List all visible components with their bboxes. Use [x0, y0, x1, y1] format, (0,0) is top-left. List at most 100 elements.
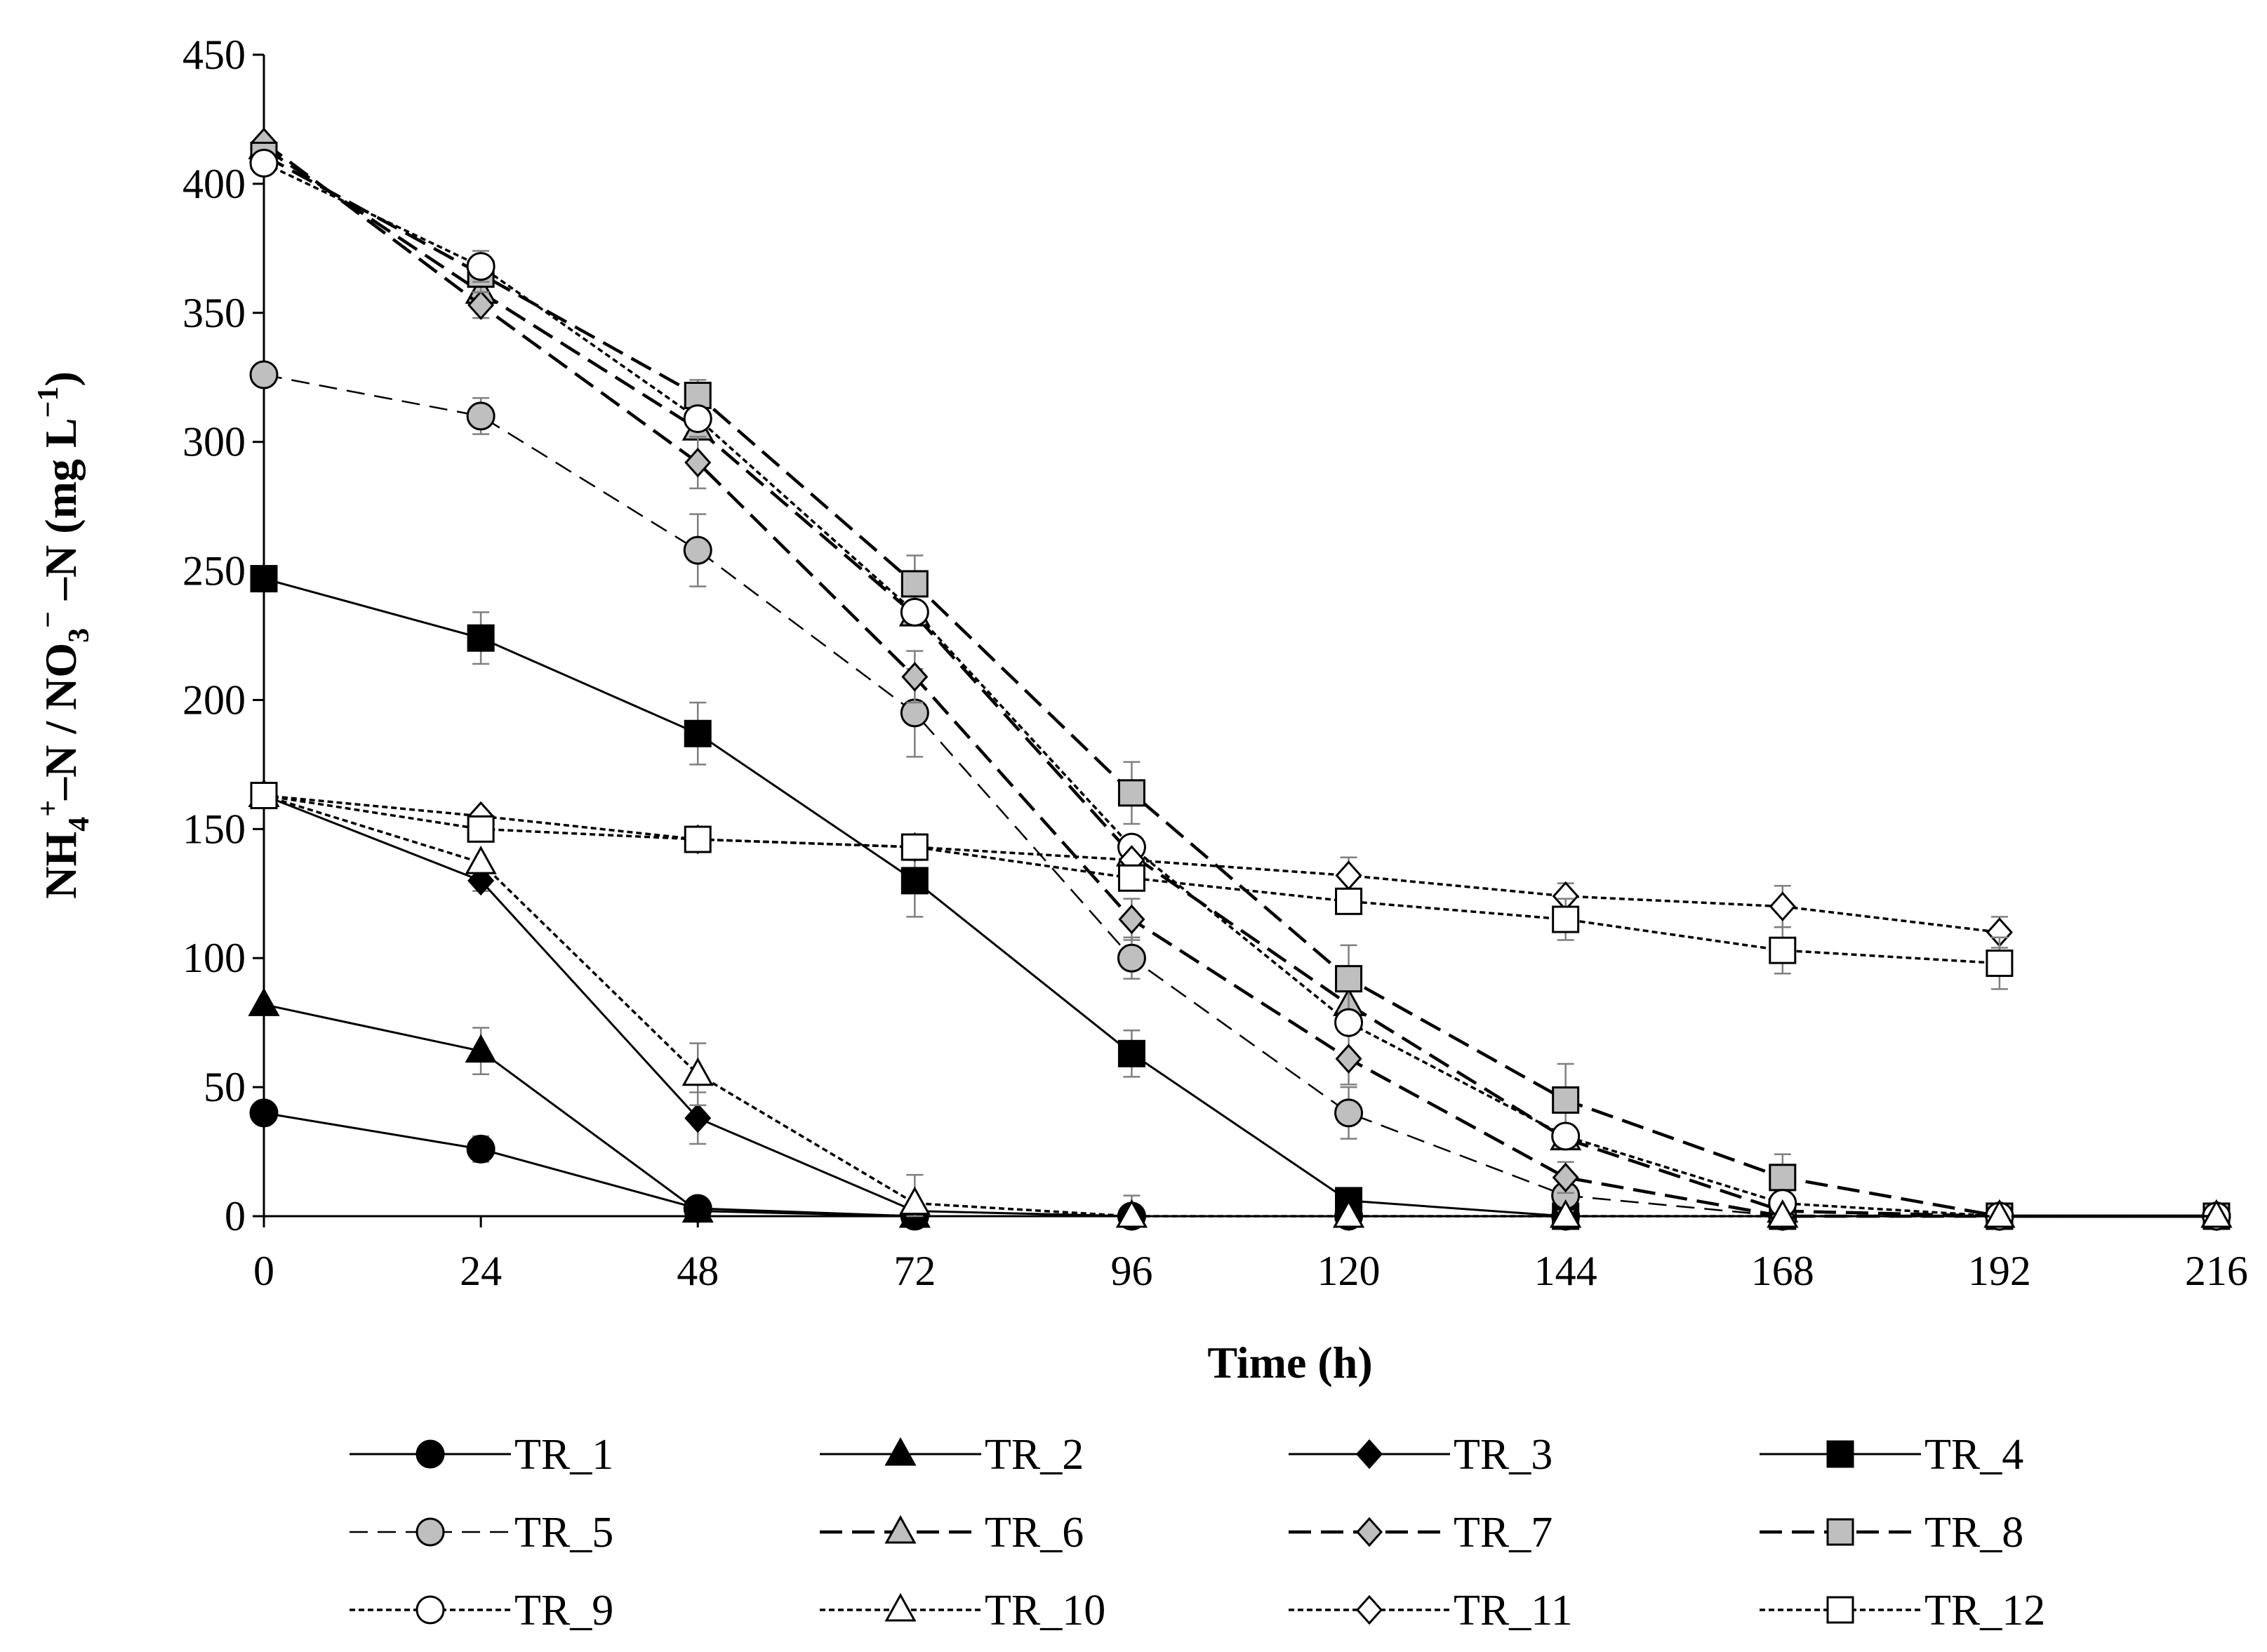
series-line: [262, 141, 2216, 1218]
legend-label: TR_8: [1924, 1509, 2023, 1557]
legend-item: TR_7: [1289, 1509, 1553, 1557]
legend-marker: [415, 1439, 445, 1469]
data-point: [900, 597, 929, 627]
legend-marker: [415, 1595, 445, 1625]
x-tick-label: 168: [1751, 1248, 1814, 1294]
data-point: [1334, 1098, 1364, 1128]
y-tick-label: 100: [182, 935, 246, 981]
series-line: [263, 794, 2000, 965]
x-tick-label: 24: [460, 1248, 502, 1294]
data-point: [683, 535, 712, 565]
axes: [262, 55, 2216, 1218]
data-point: [1769, 1164, 1797, 1192]
y-tick-label: 350: [182, 290, 246, 336]
data-point: [900, 698, 929, 728]
legend: TR_1 TR_2 TR_3 TR_4 TR_5 TR_6 TR_7 TR_8 TR_9 TR_1…: [350, 1431, 2045, 1634]
series-tr-10: [248, 778, 2233, 1228]
series-line: [263, 1112, 2216, 1218]
legend-label: TR_9: [514, 1587, 613, 1634]
legend-marker: [884, 1592, 917, 1622]
data-point: [1117, 1039, 1145, 1067]
series-tr-6: [248, 131, 2233, 1228]
legend-marker: [1826, 1596, 1854, 1624]
y-tick-label: 300: [182, 419, 246, 465]
x-axis-title: Time (h): [1207, 1338, 1372, 1387]
data-point: [1335, 860, 1362, 891]
legend-item: TR_10: [820, 1587, 1105, 1634]
data-point: [467, 290, 495, 320]
data-point: [682, 1057, 714, 1086]
legend-label: TR_6: [985, 1509, 1084, 1557]
data-point: [1551, 1121, 1581, 1151]
legend-marker: [1355, 1439, 1383, 1470]
y-tick-label: 450: [182, 32, 246, 78]
series-tr-7: [250, 127, 2231, 1232]
series-layer: [248, 127, 2233, 1232]
legend-item: TR_9: [350, 1587, 613, 1634]
data-point: [1769, 891, 1796, 921]
data-point: [250, 565, 278, 593]
data-point: [1117, 864, 1145, 892]
series-line: [263, 373, 2216, 1218]
legend-item: TR_6: [820, 1509, 1084, 1557]
legend-marker: [884, 1437, 917, 1466]
y-axis-title: NH4+–N / NO3− –N (mg L−1): [32, 371, 95, 899]
y-ticks: 0 50 100 150 200 250 300 350 400 450: [182, 32, 264, 1239]
data-point: [250, 782, 278, 810]
data-point: [1550, 1199, 1582, 1228]
data-point: [1767, 1199, 1799, 1228]
y-tick-label: 0: [225, 1193, 246, 1239]
data-point: [1335, 965, 1363, 993]
x-tick-label: 48: [677, 1248, 719, 1294]
data-point: [1334, 1008, 1364, 1037]
legend-marker: [1355, 1594, 1383, 1625]
legend-item: TR_5: [350, 1509, 613, 1557]
data-point: [466, 1134, 496, 1164]
legend-label: TR_4: [1924, 1431, 2023, 1479]
data-point: [466, 401, 496, 431]
legend-item: TR_12: [1760, 1587, 2045, 1634]
data-point: [1117, 779, 1145, 807]
y-tick-label: 250: [182, 548, 246, 594]
legend-marker: [1826, 1440, 1854, 1468]
data-point: [684, 447, 712, 478]
series-line: [263, 578, 2216, 1218]
legend-label: TR_12: [1924, 1587, 2045, 1634]
series-tr-2: [248, 987, 2233, 1228]
x-tick-label: 96: [1110, 1248, 1152, 1294]
series-tr-1: [249, 1098, 2231, 1231]
y-tick-label: 200: [182, 677, 246, 723]
data-point: [1552, 1086, 1580, 1114]
data-point: [683, 404, 712, 434]
legend-label: TR_7: [1454, 1509, 1553, 1557]
data-point: [898, 1186, 931, 1215]
data-point: [1552, 1162, 1579, 1193]
legend-label: TR_2: [985, 1431, 1084, 1479]
legend-marker: [884, 1514, 917, 1544]
legend-marker: [1355, 1517, 1383, 1547]
x-tick-label: 120: [1317, 1248, 1381, 1294]
data-point: [684, 719, 712, 747]
x-tick-label: 216: [2185, 1248, 2248, 1294]
series-tr-3: [250, 780, 2231, 1232]
legend-label: TR_10: [985, 1587, 1105, 1634]
y-tick-label: 150: [182, 806, 246, 852]
y-tick-label: 400: [182, 161, 246, 207]
data-point: [1335, 1044, 1362, 1074]
series-tr-8: [250, 141, 2231, 1230]
series-line: [263, 794, 2216, 1218]
series-line: [263, 161, 2216, 1218]
data-point: [900, 867, 929, 895]
data-point: [1115, 1199, 1148, 1228]
data-point: [684, 381, 712, 409]
data-point: [682, 1194, 714, 1223]
data-point: [2200, 1199, 2233, 1228]
data-point: [465, 1034, 497, 1063]
legend-item: TR_3: [1289, 1431, 1553, 1479]
x-tick-label: 144: [1534, 1248, 1597, 1294]
data-point: [466, 252, 496, 281]
data-point: [900, 570, 929, 598]
data-point: [684, 1103, 712, 1133]
data-point: [684, 825, 712, 853]
